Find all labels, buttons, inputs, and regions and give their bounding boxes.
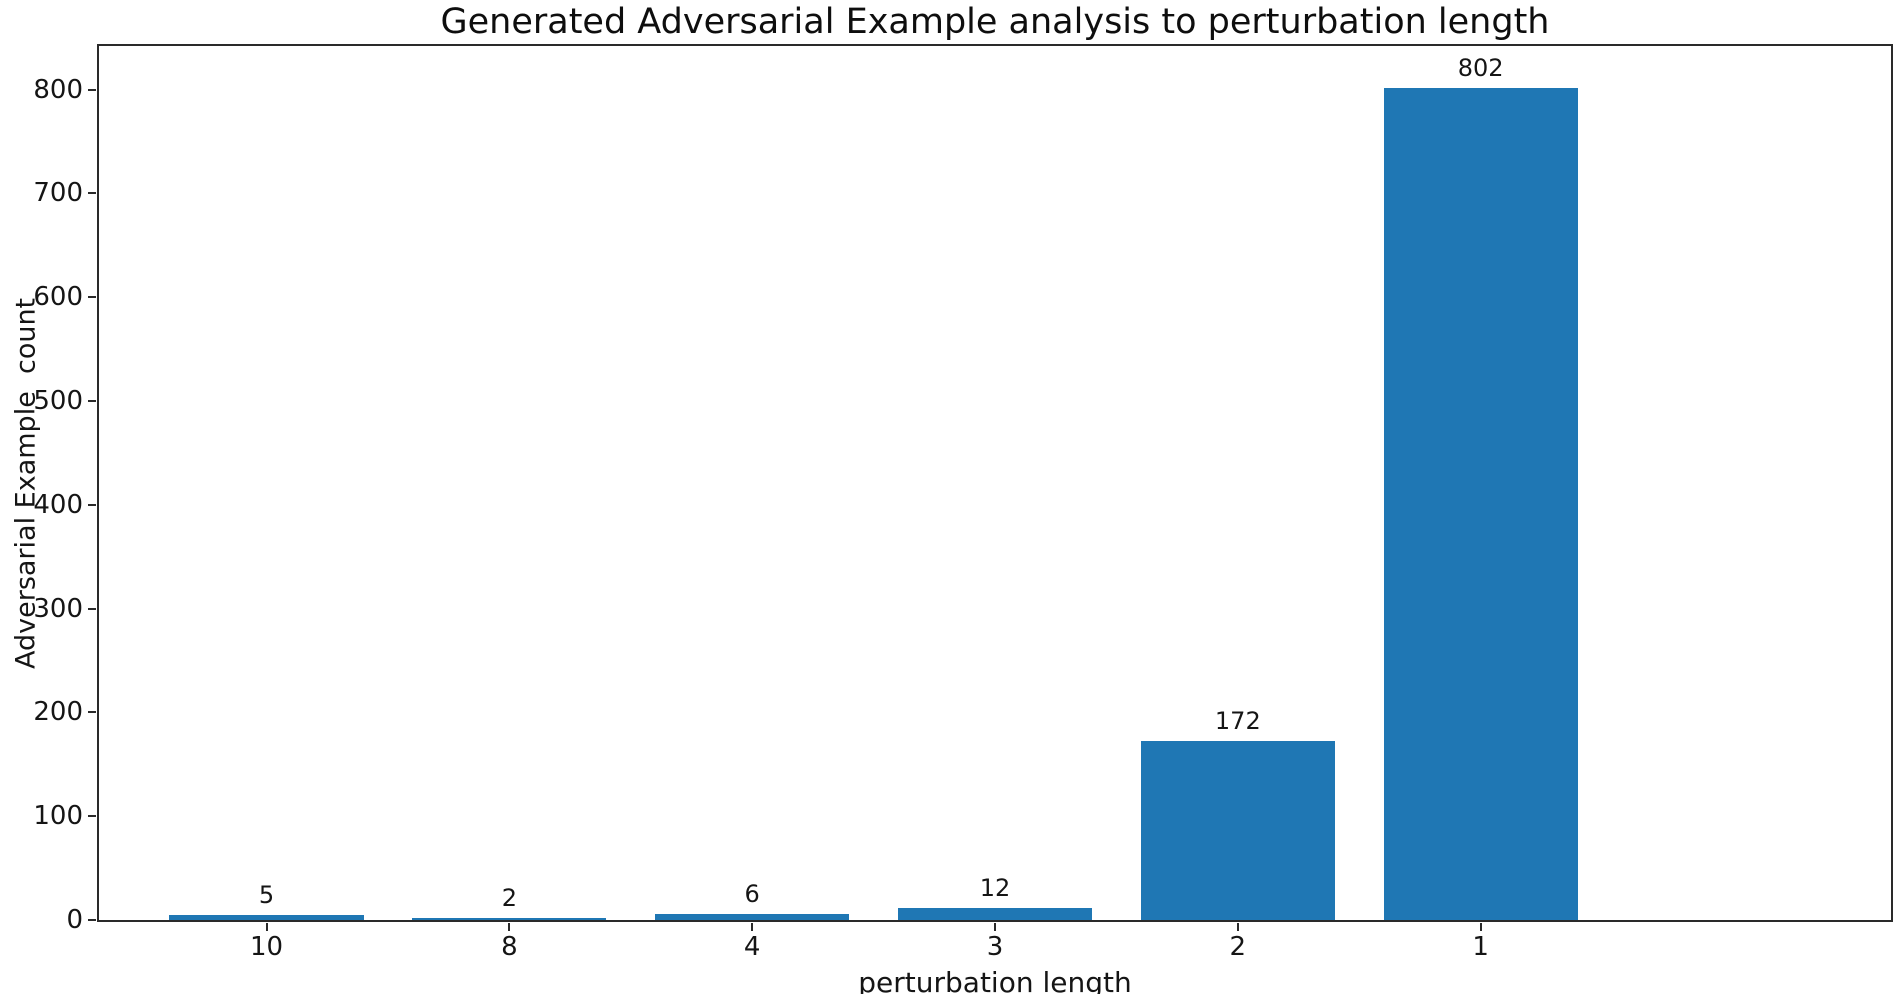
y-tick-label: 400: [33, 489, 83, 520]
y-tick-mark: [88, 503, 96, 506]
bar-value-label: 12: [979, 873, 1011, 902]
y-tick-label: 600: [33, 282, 83, 313]
x-tick-label: 10: [249, 932, 284, 962]
bar-value-label: 802: [1457, 53, 1504, 82]
x-tick-label: 1: [1472, 932, 1489, 962]
x-tick-mark: [265, 923, 268, 931]
y-tick-label: 700: [33, 178, 83, 209]
y-tick-mark: [88, 815, 96, 818]
x-axis-label: perturbation length: [858, 966, 1132, 994]
y-axis-label: Adversarial Example count: [10, 297, 42, 669]
bar-10: 5: [169, 881, 364, 920]
y-tick-mark: [88, 711, 96, 714]
y-tick-label: 100: [33, 801, 83, 832]
x-tick-label: 8: [501, 932, 518, 962]
y-tick-label: 300: [33, 593, 83, 624]
y-tick-mark: [88, 88, 96, 91]
x-tick-mark: [1236, 923, 1239, 931]
x-tick-label: 3: [986, 932, 1004, 962]
bar-3: 12: [897, 874, 1093, 920]
x-tick-mark: [994, 923, 996, 931]
x-tick-label: 2: [1229, 932, 1247, 962]
plot-area: [97, 44, 1893, 922]
bar-value-label: 2: [501, 883, 517, 912]
x-tick-mark: [1479, 923, 1482, 931]
bar-8: 2: [412, 884, 607, 920]
y-tick-mark: [88, 192, 96, 195]
y-tick-label: 500: [33, 386, 83, 416]
y-tick-mark: [88, 607, 96, 610]
y-tick-label: 0: [66, 905, 83, 935]
bar-value-label: 5: [258, 880, 275, 909]
x-tick-mark: [508, 923, 511, 931]
y-tick-label: 200: [33, 697, 83, 728]
bar-value-label: 172: [1214, 707, 1261, 736]
bar-4: 6: [655, 880, 850, 920]
y-tick-mark: [88, 296, 96, 299]
y-tick-label: 800: [33, 74, 83, 105]
bar-2: 172: [1140, 707, 1335, 920]
bar-1: 802: [1383, 54, 1578, 920]
y-tick-mark: [88, 400, 96, 402]
plot-layer: 5 2 6 12 172 802 10 8 4 3 2 1 0 100 200 300 400 500 600 7…: [11, 46, 1891, 994]
x-tick-mark: [751, 923, 754, 931]
y-tick-mark: [88, 919, 96, 921]
x-tick-label: 4: [743, 932, 761, 962]
chart-title: Generated Adversarial Example analysis t…: [440, 2, 1550, 42]
bar-value-label: 6: [744, 879, 760, 908]
